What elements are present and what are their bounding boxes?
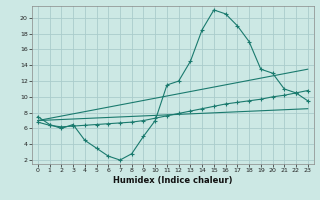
X-axis label: Humidex (Indice chaleur): Humidex (Indice chaleur) <box>113 176 233 185</box>
